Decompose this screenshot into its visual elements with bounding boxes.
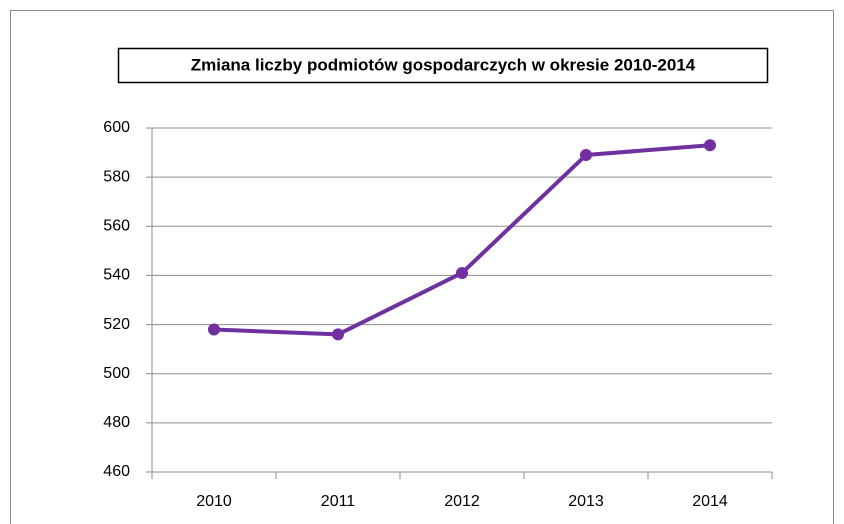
data-point [332, 328, 344, 341]
chart-border [10, 10, 834, 524]
y-tick-label: 560 [103, 218, 130, 235]
title-box [117, 47, 769, 84]
x-tick-label: 2011 [321, 493, 356, 510]
y-tick-label: 540 [103, 267, 130, 284]
data-point [580, 149, 592, 162]
data-point [208, 323, 220, 336]
y-tick-label: 520 [103, 316, 130, 333]
y-tick-label: 460 [103, 463, 130, 480]
y-tick-label: 600 [103, 119, 130, 136]
y-tick-label: 500 [103, 365, 130, 382]
data-point [704, 139, 716, 152]
x-tick-label: 2014 [692, 493, 728, 510]
y-tick-label: 480 [103, 414, 130, 431]
x-tick-label: 2013 [568, 493, 604, 510]
data-point [456, 266, 468, 279]
y-tick-label: 580 [103, 168, 130, 185]
x-tick-label: 2010 [196, 493, 232, 510]
chart-title: Zmiana liczby podmiotów gospodarczych w … [191, 55, 696, 74]
x-tick-label: 2012 [444, 493, 480, 510]
